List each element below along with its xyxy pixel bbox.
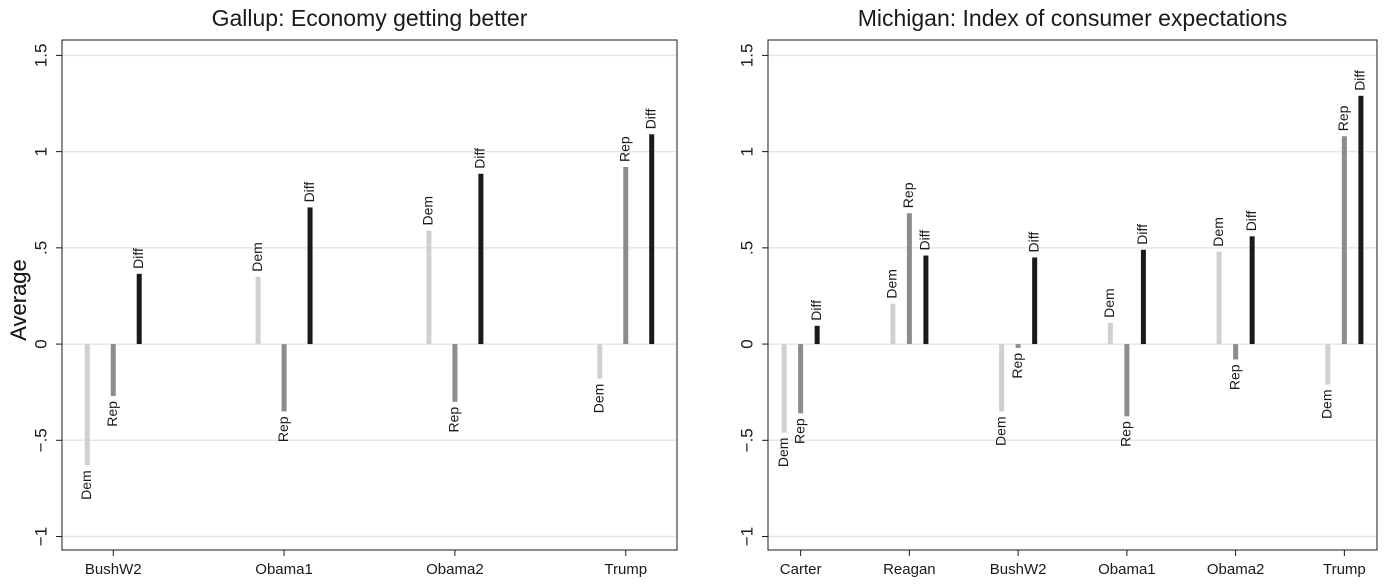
bar-label: Diff (1352, 70, 1368, 91)
y-tick-label: −.5 (737, 428, 756, 452)
bar-label: Dem (420, 196, 436, 226)
bar-label: Diff (642, 108, 658, 129)
x-tick-label: Obama2 (1207, 561, 1265, 578)
bar (1015, 344, 1021, 348)
bar-label: Diff (1243, 210, 1259, 231)
y-tick-label: 1 (31, 147, 50, 156)
x-tick-label: Trump (604, 561, 647, 578)
bar (923, 255, 929, 345)
bar-label: Rep (1226, 364, 1242, 390)
bar (110, 344, 116, 397)
bar (281, 344, 287, 412)
bar (1249, 236, 1255, 345)
bar (84, 344, 90, 466)
bar (136, 273, 142, 345)
bar (1233, 344, 1239, 360)
y-axis-label: Average (6, 259, 31, 341)
y-tick-label: 1 (737, 147, 756, 156)
chart-title: Gallup: Economy getting better (212, 5, 528, 31)
bar-label: Rep (104, 401, 120, 427)
bar (255, 276, 261, 345)
panel: Michigan: Index of consumer expectations… (6, 5, 1378, 578)
bar-label: Rep (1335, 105, 1351, 131)
bar (906, 213, 912, 345)
bar-label: Dem (992, 416, 1008, 446)
bar (1341, 136, 1347, 345)
bar (1325, 344, 1331, 385)
panel: Gallup: Economy getting better Average −1 −… (6, 5, 678, 578)
bar (307, 207, 313, 345)
bar-label: Dem (775, 438, 791, 468)
bar-label: Dem (1210, 217, 1226, 247)
bar-label: Dem (78, 470, 94, 500)
bar (999, 344, 1005, 412)
bar-label: Dem (884, 269, 900, 299)
bar-label: Diff (1134, 224, 1150, 245)
bar-label: Diff (917, 230, 933, 251)
bar-label: Diff (301, 182, 317, 203)
bar (1124, 344, 1130, 417)
x-tick-label: BushW2 (85, 561, 142, 578)
bar-label: Dem (1101, 288, 1117, 318)
bar (781, 344, 787, 433)
bar-label: Rep (900, 182, 916, 208)
bar-label: Rep (1118, 421, 1134, 447)
x-tick-label: BushW2 (990, 561, 1047, 578)
x-tick-label: Obama2 (426, 561, 484, 578)
bar (478, 173, 484, 345)
bar-label: Dem (1319, 389, 1335, 419)
bar (1216, 251, 1222, 345)
y-tick-label: −1 (737, 527, 756, 546)
y-tick-label: 1.5 (31, 44, 50, 68)
bar-label: Dem (590, 384, 606, 414)
x-tick-label: Trump (1323, 561, 1366, 578)
bar-label: Rep (791, 418, 807, 444)
y-tick-label: .5 (737, 241, 756, 255)
x-tick-label: Reagan (883, 561, 936, 578)
bar-label: Diff (472, 148, 488, 169)
y-tick-label: 1.5 (737, 44, 756, 68)
bar (1107, 322, 1113, 345)
x-tick-label: Carter (780, 561, 822, 578)
y-tick-label: −1 (31, 527, 50, 546)
chart-title: Michigan: Index of consumer expectations (858, 5, 1288, 31)
bar-label: Diff (1025, 232, 1041, 253)
bar-label: Rep (1009, 353, 1025, 379)
y-axis-label: Average (6, 259, 31, 341)
plot-frame (767, 39, 1378, 551)
bar-label: Dem (249, 242, 265, 272)
bar-label: Rep (446, 407, 462, 433)
bar-label: Rep (616, 136, 632, 162)
y-tick-label: 0 (31, 339, 50, 348)
x-tick-label: Obama1 (1098, 561, 1156, 578)
bar (1140, 249, 1146, 345)
bar (890, 303, 896, 345)
y-tick-label: 0 (737, 339, 756, 348)
bar (597, 344, 603, 379)
bar-label: Diff (130, 248, 146, 269)
y-tick-label: .5 (31, 241, 50, 255)
plot-frame (61, 39, 678, 551)
bar (814, 325, 820, 345)
x-tick-label: Obama1 (255, 561, 313, 578)
y-tick-label: −.5 (31, 428, 50, 452)
bar-label: Diff (808, 300, 824, 321)
bar (649, 134, 655, 345)
bar-label: Rep (275, 416, 291, 442)
bar (452, 344, 458, 402)
bar (623, 167, 629, 345)
bar (1358, 95, 1364, 345)
bar (798, 344, 804, 414)
bar (426, 230, 432, 345)
bar (1032, 257, 1038, 345)
